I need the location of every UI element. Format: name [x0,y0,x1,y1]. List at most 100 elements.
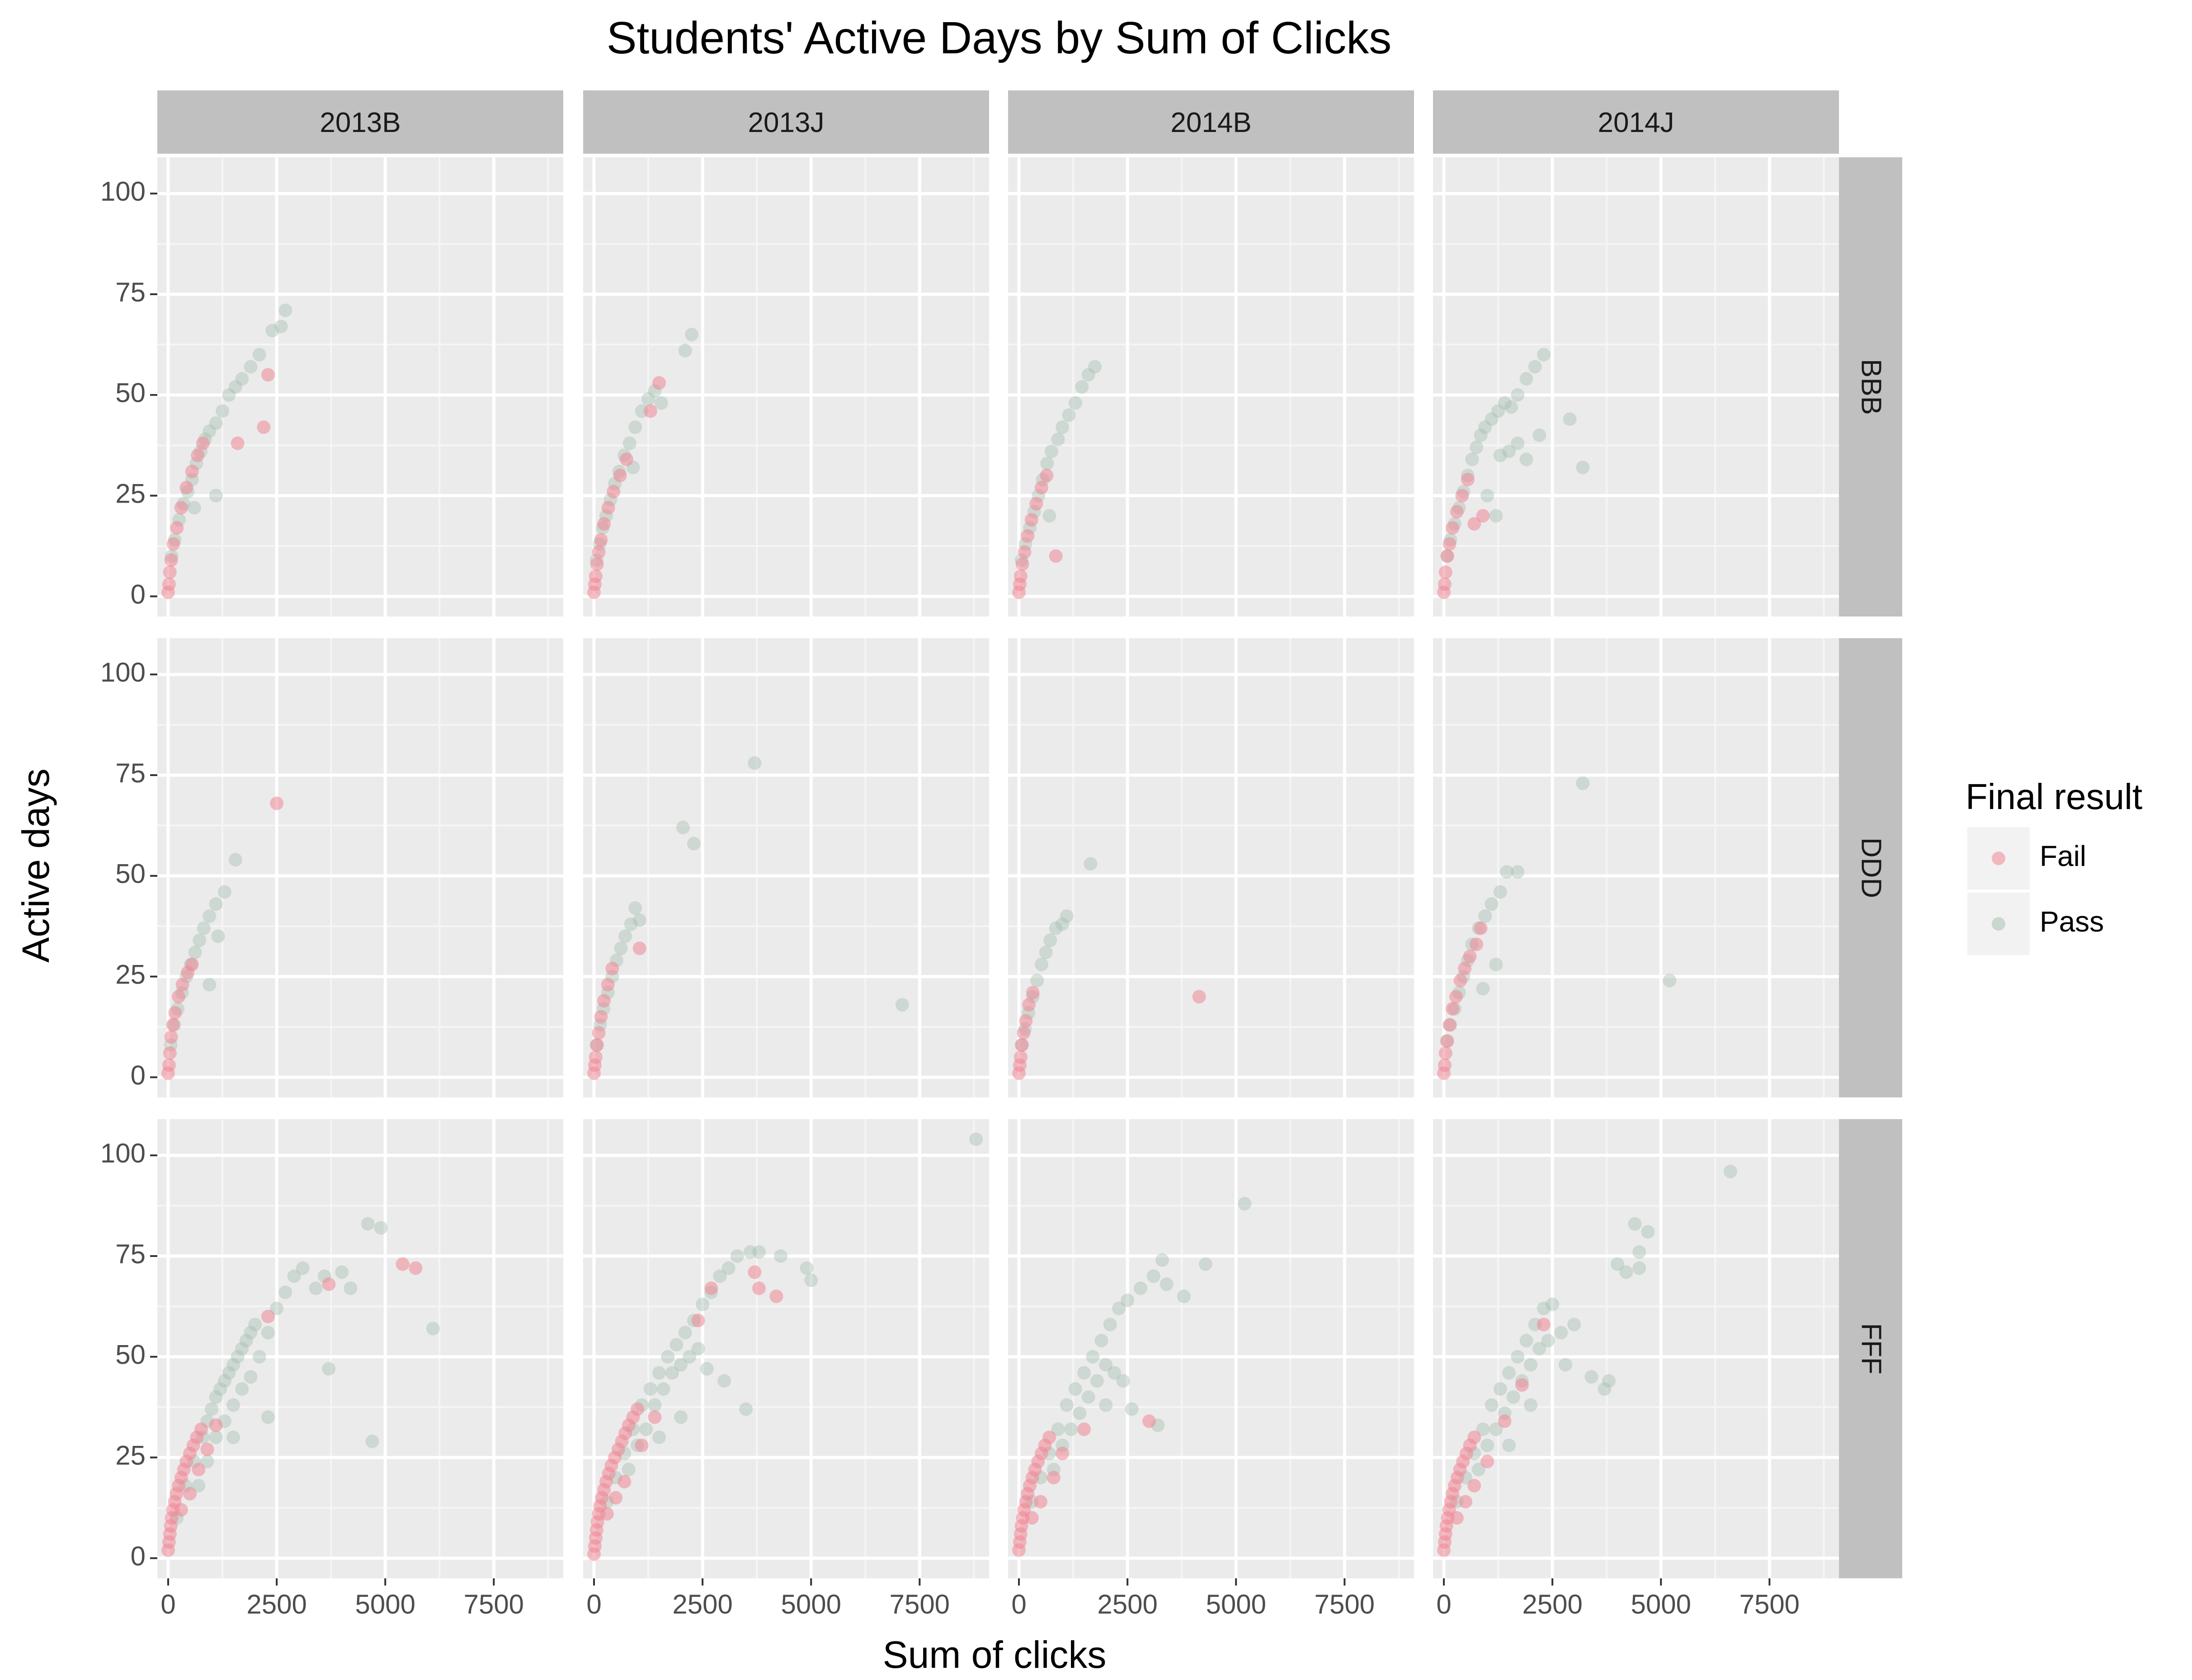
point-fail [209,1418,223,1432]
legend-label-pass: Pass [2040,905,2104,938]
point-pass [209,1390,223,1404]
point-fail [1480,1454,1494,1468]
point-fail [1019,1014,1033,1028]
point-pass [804,1273,818,1287]
panel-2014J-DDD-background [1433,638,1839,1097]
point-pass [188,946,202,960]
point-pass [1524,1398,1538,1412]
point-pass [200,1454,214,1468]
point-fail [601,501,615,515]
point-pass [1160,1277,1174,1291]
point-pass [1084,857,1098,871]
point-pass [1537,1301,1551,1315]
point-pass [1478,420,1492,434]
point-fail [164,553,178,567]
y-tick-label: 0 [131,579,146,609]
y-tick-label: 100 [100,1138,146,1168]
point-pass [1489,509,1503,523]
point-pass [1056,917,1070,931]
point-fail [1458,961,1472,975]
point-fail [1026,986,1040,1000]
point-fail [1449,990,1463,1004]
point-pass [676,820,690,834]
point-pass [661,1350,675,1364]
y-tick-label: 50 [115,378,146,408]
x-tick-label: 2500 [672,1589,732,1619]
strip-2014B [1008,90,1414,154]
strip-FFF [1836,1119,1902,1578]
point-pass [1121,1294,1135,1308]
point-fail [643,404,657,418]
point-fail [191,448,205,462]
point-pass [1493,885,1507,899]
point-pass [1554,1326,1568,1340]
x-tick-label: 5000 [1631,1589,1691,1619]
point-pass [669,1338,684,1352]
y-tick-label: 50 [115,859,146,889]
point-fail [592,1026,606,1040]
y-tick-label: 75 [115,277,146,307]
point-fail [196,436,210,450]
point-fail [261,1309,275,1323]
point-fail [1014,1050,1028,1064]
legend-entries: Fail Pass [1967,827,2104,955]
panel-2013B-BBB-background [157,157,563,616]
point-pass [244,360,258,374]
point-pass [1628,1217,1642,1231]
point-fail [1034,480,1048,494]
point-pass [235,1382,249,1396]
point-fail [1438,1046,1452,1060]
x-tick-label: 5000 [355,1589,415,1619]
point-fail [163,1046,177,1060]
point-pass [652,1431,666,1445]
x-tick-label: 0 [1011,1589,1026,1619]
point-pass [1099,1358,1113,1372]
x-axis-title: Sum of clicks [883,1633,1107,1676]
point-pass [1598,1382,1612,1396]
point-fail [635,1438,649,1452]
point-fail [704,1281,718,1295]
point-pass [632,913,646,927]
point-fail [1515,1378,1529,1392]
x-tick-label: 7500 [464,1589,524,1619]
point-fail [1467,1431,1481,1445]
panel-2013J-FFF-background [583,1119,989,1578]
point-fail [192,1463,206,1477]
point-fail [1438,1058,1452,1072]
point-pass [252,348,266,362]
point-fail [322,1277,336,1291]
point-pass [244,1326,258,1340]
x-tick-label: 0 [1436,1589,1451,1619]
point-fail [1025,1511,1039,1525]
x-tick-label: 2500 [1097,1589,1157,1619]
point-pass [721,1261,735,1275]
y-tick-label: 100 [100,176,146,207]
point-pass [226,1398,240,1412]
point-fail [1047,1471,1061,1485]
x-tick-label: 5000 [1206,1589,1266,1619]
point-pass [1474,428,1488,442]
point-pass [643,1382,657,1396]
panel-2013B-FFF-background [157,1119,563,1578]
panel-2013J-BBB-background [583,157,989,616]
point-fail [162,1058,176,1072]
point-pass [730,1249,744,1263]
y-tick-label: 50 [115,1340,146,1370]
point-fail [590,1038,604,1052]
point-pass [1546,1297,1560,1311]
point-pass [228,380,242,394]
point-pass [648,1398,662,1412]
point-fail [1017,1026,1031,1040]
point-pass [691,1342,705,1355]
point-pass [187,501,201,515]
point-pass [216,404,230,418]
point-fail [261,368,275,382]
point-fail [648,1410,662,1424]
point-pass [1030,974,1044,988]
strip-label-2014B: 2014B [1170,107,1251,138]
point-pass [1504,400,1518,414]
point-fail [592,545,606,559]
point-fail [1440,549,1454,563]
point-pass [1073,1406,1087,1420]
point-pass [1602,1374,1616,1388]
